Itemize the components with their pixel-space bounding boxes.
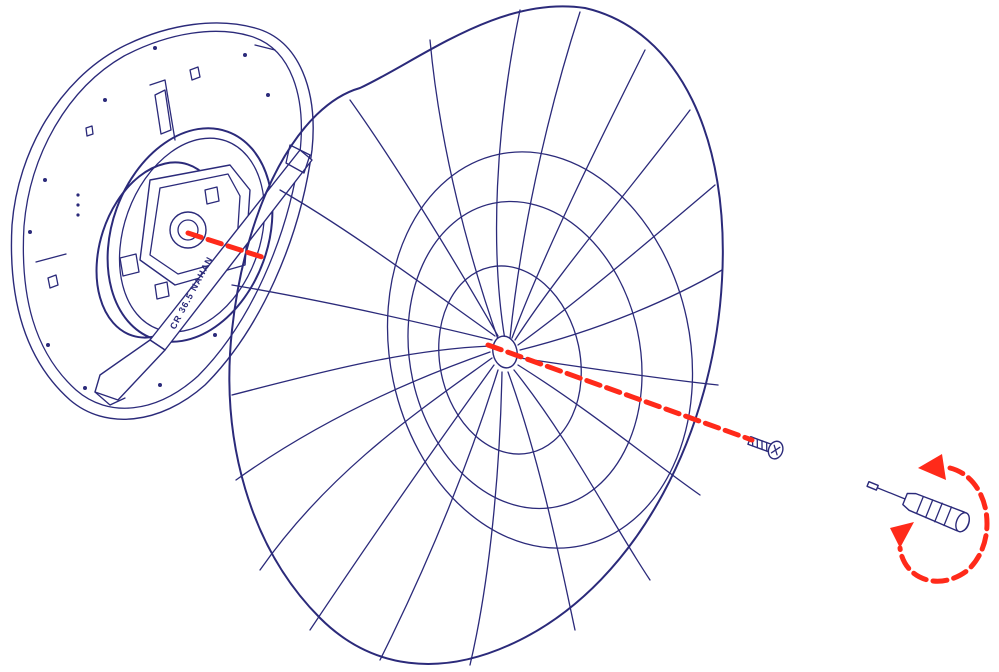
dish-reflector — [228, 5, 724, 666]
dish-ribs — [231, 9, 723, 666]
screw-icon — [747, 436, 784, 460]
alignment-line-bracket — [185, 230, 268, 261]
alignment-line-dish — [485, 342, 755, 443]
feed-hub — [492, 335, 518, 369]
mounting-bracket: CR 36.5 NAHAN — [10, 22, 314, 420]
alignment-guides — [185, 230, 755, 443]
dish-rim — [228, 5, 724, 665]
screwdriver-icon — [866, 480, 970, 533]
rotate-clockwise-icon — [890, 454, 990, 584]
dish-rings — [386, 151, 694, 549]
